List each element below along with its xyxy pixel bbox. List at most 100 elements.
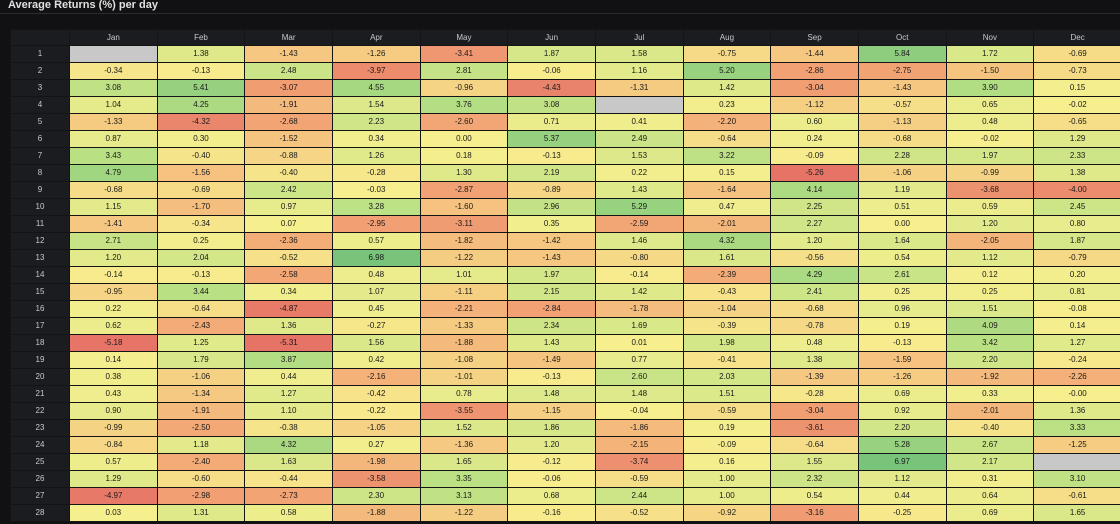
heatmap-cell: -1.11 xyxy=(419,283,509,301)
heatmap-cell: 1.36 xyxy=(1033,402,1120,420)
heatmap-cell: 0.24 xyxy=(770,130,859,148)
heatmap-body: 1 1.38 -1.43 -1.26 -3.41 1.87 1.58 -0.75 -1.44 5.… xyxy=(10,45,1120,522)
heatmap-cell: -2.86 xyxy=(770,62,859,80)
heatmap-cell: 1.04 xyxy=(69,96,158,114)
heatmap-cell: 3.35 xyxy=(419,470,509,488)
heatmap-cell: 3.08 xyxy=(69,79,158,97)
heatmap-cell: -2.58 xyxy=(244,266,333,284)
table-row: 9 -0.68 -0.69 2.42 -0.03 -2.87 -0.89 1.43 -1.64 4… xyxy=(10,181,1120,199)
heatmap-cell: -2.01 xyxy=(945,402,1035,420)
heatmap-cell: -1.82 xyxy=(419,232,509,250)
heatmap-cell: -3.11 xyxy=(419,215,509,233)
heatmap-cell: -1.13 xyxy=(857,113,947,131)
day-label: 25 xyxy=(10,453,70,471)
heatmap-cell: -0.02 xyxy=(1033,96,1120,114)
heatmap-cell: 3.44 xyxy=(156,283,246,301)
heatmap-cell: -0.43 xyxy=(682,283,772,301)
heatmap-cell: 0.34 xyxy=(331,130,421,148)
heatmap-cell: 1.29 xyxy=(69,470,158,488)
heatmap-cell: 2.25 xyxy=(770,198,859,216)
heatmap-cell: -0.41 xyxy=(682,351,772,369)
heatmap-cell: -1.42 xyxy=(507,232,596,250)
heatmap-cell: -0.59 xyxy=(594,470,684,488)
day-label: 24 xyxy=(10,436,70,454)
heatmap-cell: 2.15 xyxy=(507,283,596,301)
heatmap-cell: -0.99 xyxy=(945,164,1035,182)
heatmap-cell: 1.65 xyxy=(419,453,509,471)
heatmap-cell: -1.26 xyxy=(331,45,421,63)
heatmap-cell: -1.39 xyxy=(770,368,859,386)
heatmap-cell: 1.20 xyxy=(507,436,596,454)
day-label: 3 xyxy=(10,79,70,97)
heatmap-cell: 1.69 xyxy=(594,317,684,335)
heatmap-cell: 0.20 xyxy=(1033,266,1120,284)
heatmap-cell: 0.35 xyxy=(507,215,596,233)
heatmap-cell: 1.12 xyxy=(945,249,1035,267)
heatmap-cell: 3.08 xyxy=(507,96,596,114)
heatmap-cell: 1.01 xyxy=(419,266,509,284)
heatmap-cell: 6.98 xyxy=(331,249,421,267)
heatmap-cell: 0.80 xyxy=(1033,215,1120,233)
heatmap-cell: 1.38 xyxy=(1033,164,1120,182)
heatmap-cell: 1.00 xyxy=(682,487,772,505)
heatmap-cell: 0.19 xyxy=(682,419,772,437)
heatmap-cell: -4.87 xyxy=(244,300,333,318)
month-header: Oct xyxy=(857,29,947,46)
heatmap-cell: 2.71 xyxy=(69,232,158,250)
heatmap-cell: 1.53 xyxy=(594,147,684,165)
heatmap-cell: -0.13 xyxy=(507,147,596,165)
heatmap-cell: 0.00 xyxy=(857,215,947,233)
heatmap-cell: 2.41 xyxy=(770,283,859,301)
month-header: Mar xyxy=(244,29,333,46)
heatmap-cell: 0.23 xyxy=(682,96,772,114)
table-row: 5 -1.33 -4.32 -2.68 2.23 -2.60 0.71 0.41 -2.20 0.… xyxy=(10,113,1120,131)
heatmap-cell: 0.22 xyxy=(69,300,158,318)
day-label: 10 xyxy=(10,198,70,216)
day-label: 22 xyxy=(10,402,70,420)
heatmap-cell: -1.98 xyxy=(331,453,421,471)
heatmap-cell: 0.62 xyxy=(69,317,158,335)
table-row: 17 0.62 -2.43 1.36 -0.27 -1.33 2.34 1.69 -0.39 -0… xyxy=(10,317,1120,335)
heatmap-cell: 4.32 xyxy=(682,232,772,250)
table-row: 15 -0.95 3.44 0.34 1.07 -1.11 2.15 1.42 -0.43 2.4… xyxy=(10,283,1120,301)
heatmap-cell: 2.45 xyxy=(1033,198,1120,216)
day-label: 11 xyxy=(10,215,70,233)
heatmap-cell: 0.15 xyxy=(682,164,772,182)
heatmap-cell: 0.78 xyxy=(419,385,509,403)
day-label: 5 xyxy=(10,113,70,131)
heatmap-cell: -3.04 xyxy=(770,402,859,420)
heatmap-cell: -4.43 xyxy=(507,79,596,97)
heatmap-cell: -1.06 xyxy=(857,164,947,182)
heatmap-cell: 1.20 xyxy=(770,232,859,250)
heatmap-cell: -0.80 xyxy=(594,249,684,267)
heatmap-cell: -0.42 xyxy=(331,385,421,403)
heatmap-cell: -4.00 xyxy=(1033,181,1120,199)
heatmap-cell: 2.20 xyxy=(945,351,1035,369)
heatmap-cell: -0.65 xyxy=(1033,113,1120,131)
heatmap-cell: -3.04 xyxy=(770,79,859,97)
heatmap-cell: -2.60 xyxy=(419,113,509,131)
heatmap-cell: 1.79 xyxy=(156,351,246,369)
heatmap-cell: 0.25 xyxy=(945,283,1035,301)
heatmap-cell: 3.28 xyxy=(331,198,421,216)
heatmap-cell: -2.01 xyxy=(682,215,772,233)
heatmap-cell: 0.64 xyxy=(945,487,1035,505)
heatmap-cell: -1.01 xyxy=(419,368,509,386)
heatmap-cell: 1.26 xyxy=(331,147,421,165)
heatmap-cell: 3.22 xyxy=(682,147,772,165)
heatmap-cell: -5.18 xyxy=(69,334,158,352)
heatmap-cell: -2.36 xyxy=(244,232,333,250)
heatmap-cell: -0.40 xyxy=(244,164,333,182)
table-row: 12 2.71 0.25 -2.36 0.57 -1.82 -1.42 1.46 4.32 1.2… xyxy=(10,232,1120,250)
heatmap-cell: 1.29 xyxy=(1033,130,1120,148)
heatmap-cell: -0.84 xyxy=(69,436,158,454)
month-header: Nov xyxy=(945,29,1035,46)
table-row: 8 4.79 -1.56 -0.40 -0.28 1.30 2.19 0.22 0.15 -5.2… xyxy=(10,164,1120,182)
day-label: 27 xyxy=(10,487,70,505)
heatmap-cell: 2.49 xyxy=(594,130,684,148)
heatmap-cell: 1.36 xyxy=(244,317,333,335)
heatmap-cell: 0.41 xyxy=(594,113,684,131)
heatmap-cell: 5.37 xyxy=(507,130,596,148)
table-row: 13 1.20 2.04 -0.52 6.98 -1.22 -1.43 -0.80 1.61 -0… xyxy=(10,249,1120,267)
heatmap-cell: 5.29 xyxy=(594,198,684,216)
